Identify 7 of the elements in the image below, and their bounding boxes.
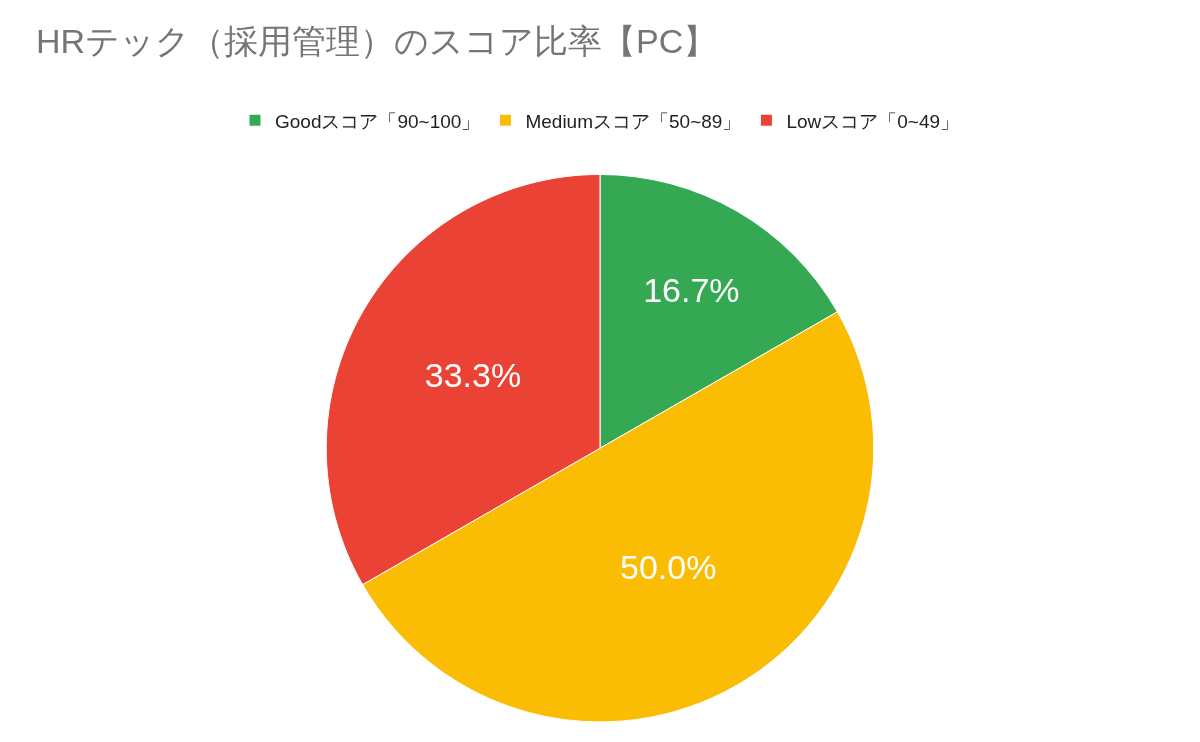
legend-label: Goodスコア「90~100」	[275, 110, 481, 132]
data-label: 50.0%	[619, 547, 717, 586]
data-label: 33.3%	[424, 355, 522, 394]
data-label: 16.7%	[643, 271, 740, 310]
chart-title: HRテック（採用管理）のスコア比率【PC】	[36, 22, 718, 61]
legend-label: Lowスコア「0~49」	[786, 110, 960, 132]
legend-label: Mediumスコア「50~89」	[525, 110, 742, 132]
